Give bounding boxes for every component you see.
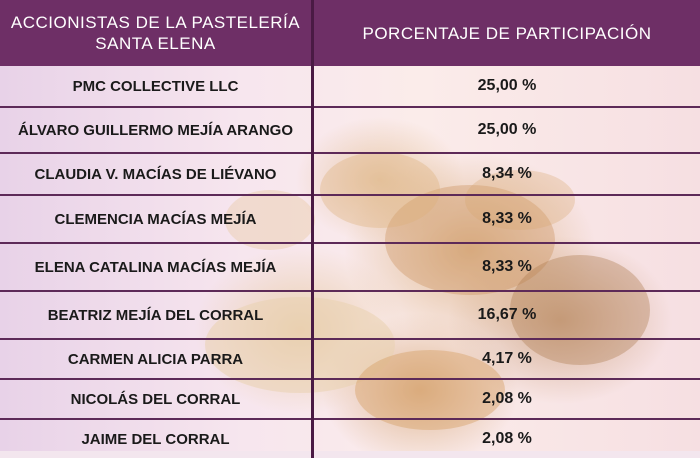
participation-percentage: 2,08 %	[313, 379, 700, 419]
shareholder-name: NICOLÁS DEL CORRAL	[0, 379, 313, 419]
shareholders-column-header: ACCIONISTAS DE LA PASTELERÍA SANTA ELENA	[0, 0, 313, 66]
participation-percentage: 8,33 %	[313, 243, 700, 291]
shareholder-name: PMC COLLECTIVE LLC	[0, 66, 313, 107]
participation-percentage: 25,00 %	[313, 107, 700, 153]
participation-percentage: 2,08 %	[313, 419, 700, 458]
table-row: ELENA CATALINA MACÍAS MEJÍA 8,33 %	[0, 243, 700, 291]
participation-percentage: 8,34 %	[313, 153, 700, 195]
participation-percentage: 25,00 %	[313, 66, 700, 107]
shareholder-name: BEATRIZ MEJÍA DEL CORRAL	[0, 291, 313, 339]
table-row: BEATRIZ MEJÍA DEL CORRAL 16,67 %	[0, 291, 700, 339]
table-row: NICOLÁS DEL CORRAL 2,08 %	[0, 379, 700, 419]
shareholder-name: JAIME DEL CORRAL	[0, 419, 313, 458]
shareholder-name: ÁLVARO GUILLERMO MEJÍA ARANGO	[0, 107, 313, 153]
shareholder-name: CARMEN ALICIA PARRA	[0, 339, 313, 379]
participation-percentage: 4,17 %	[313, 339, 700, 379]
percentage-column-header: PORCENTAJE DE PARTICIPACIÓN	[313, 0, 700, 66]
shareholder-name: ELENA CATALINA MACÍAS MEJÍA	[0, 243, 313, 291]
table-row: ÁLVARO GUILLERMO MEJÍA ARANGO 25,00 %	[0, 107, 700, 153]
participation-percentage: 8,33 %	[313, 195, 700, 243]
shareholder-name: CLEMENCIA MACÍAS MEJÍA	[0, 195, 313, 243]
table-row: PMC COLLECTIVE LLC 25,00 %	[0, 66, 700, 107]
shareholder-name: CLAUDIA V. MACÍAS DE LIÉVANO	[0, 153, 313, 195]
table-row: JAIME DEL CORRAL 2,08 %	[0, 419, 700, 458]
table-row: CLEMENCIA MACÍAS MEJÍA 8,33 %	[0, 195, 700, 243]
table-row: CARMEN ALICIA PARRA 4,17 %	[0, 339, 700, 379]
participation-percentage: 16,67 %	[313, 291, 700, 339]
table-header-row: ACCIONISTAS DE LA PASTELERÍA SANTA ELENA…	[0, 0, 700, 66]
table-row: CLAUDIA V. MACÍAS DE LIÉVANO 8,34 %	[0, 153, 700, 195]
